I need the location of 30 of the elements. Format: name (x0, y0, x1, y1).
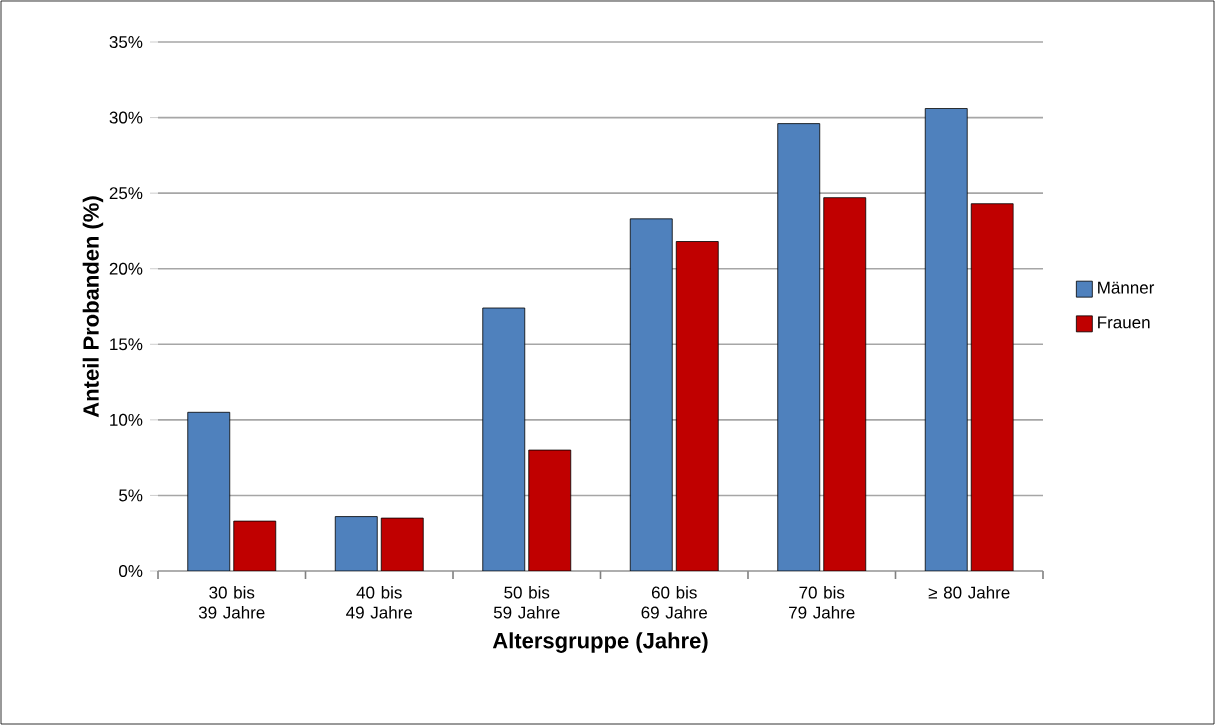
y-tick-label: 35% (109, 36, 143, 49)
x-axis-title: Altersgruppe (Jahre) (492, 632, 708, 653)
x-tick-label: 70 bis 79 Jahre (789, 586, 855, 619)
bar (777, 123, 821, 571)
y-tick-label: 30% (109, 111, 143, 124)
bar (924, 108, 968, 571)
x-tick-label: 50 bis 59 Jahre (493, 586, 560, 619)
x-tick-label: 60 bis 69 Jahre (641, 586, 708, 619)
bar (380, 517, 424, 571)
y-tick-label: 25% (109, 187, 143, 200)
legend-label: Männer (1098, 281, 1155, 294)
bar (528, 449, 572, 571)
y-axis-title: Anteil Probanden (%) (82, 196, 104, 418)
x-tick-label: 40 bis 49 Jahre (346, 586, 413, 619)
y-tick-label: 10% (110, 413, 143, 426)
y-tick-label: 20% (109, 262, 143, 275)
y-tick-label: 15% (110, 338, 143, 351)
bar (629, 218, 673, 571)
bar (675, 241, 719, 571)
legend-label: Frauen (1098, 316, 1150, 329)
y-tick-label: 5% (119, 489, 143, 502)
bar (482, 307, 526, 571)
bar (187, 411, 231, 571)
bar (233, 520, 277, 571)
bar (970, 203, 1014, 571)
x-tick-label: 30 bis 39 Jahre (198, 586, 265, 619)
bar (823, 197, 867, 571)
x-tick-label: ≥ 80 Jahre (928, 586, 1010, 599)
y-tick-label: 0% (119, 565, 143, 578)
bar (334, 516, 378, 571)
